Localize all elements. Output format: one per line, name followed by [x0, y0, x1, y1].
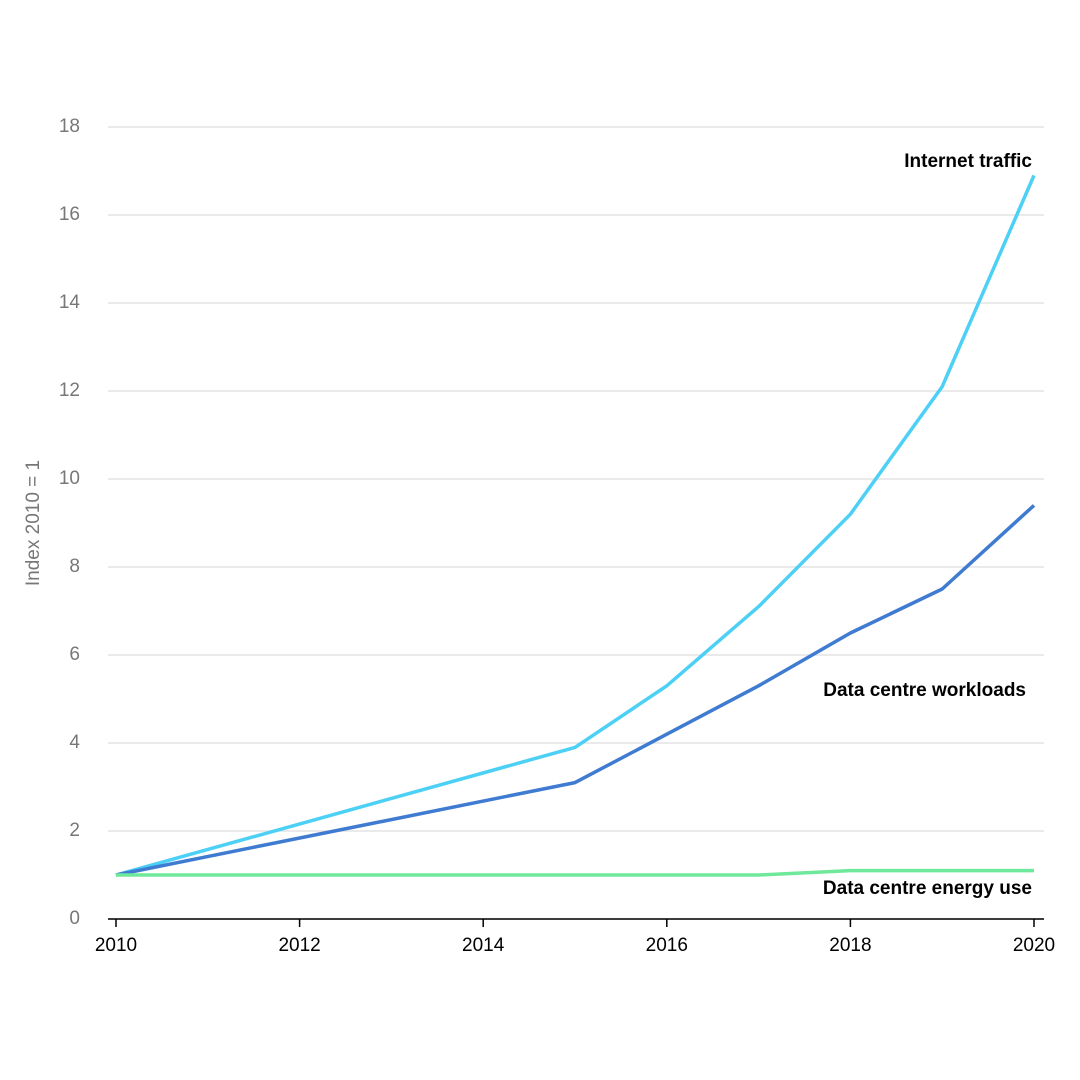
series-label: Data centre workloads [823, 680, 1026, 701]
y-tick-label: 18 [59, 116, 80, 137]
series-label: Data centre energy use [823, 878, 1032, 899]
y-tick-label: 4 [69, 732, 80, 753]
x-tick-label: 2014 [462, 935, 505, 956]
y-axis-title: Index 2010 = 1 [23, 460, 44, 586]
y-tick-label: 10 [59, 468, 80, 489]
series-line [116, 868, 1034, 877]
x-tick-label: 2012 [278, 935, 320, 956]
y-tick-label: 0 [69, 908, 80, 929]
x-tick-label: 2016 [646, 935, 688, 956]
y-tick-label: 16 [59, 204, 80, 225]
y-tick-label: 2 [69, 820, 80, 841]
series-line [115, 504, 1036, 877]
x-tick-label: 2020 [1013, 935, 1055, 956]
y-tick-label: 8 [69, 556, 80, 577]
y-tick-label: 14 [59, 292, 81, 313]
series-label: Internet traffic [904, 151, 1032, 172]
y-tick-label: 12 [59, 380, 80, 401]
y-tick-label: 6 [69, 644, 80, 665]
x-tick-label: 2018 [829, 935, 871, 956]
x-tick-label: 2010 [95, 935, 137, 956]
series-line [115, 174, 1036, 877]
